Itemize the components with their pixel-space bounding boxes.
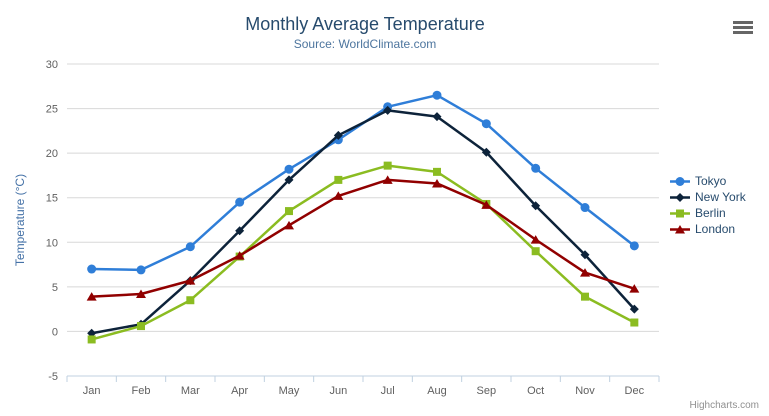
circle-marker-icon [136, 265, 146, 275]
series-line [90, 93, 636, 272]
triangle-marker-icon [234, 251, 245, 260]
x-axis-tick-label: Mar [181, 385, 200, 397]
legend-label: London [695, 222, 736, 236]
x-axis-tick-label: Oct [527, 385, 544, 397]
legend-label: Berlin [695, 206, 726, 220]
square-marker-icon [676, 209, 684, 218]
series-new-york[interactable] [87, 105, 639, 338]
legend-label: Tokyo [695, 174, 727, 188]
legend-item-new-york[interactable]: New York [669, 191, 746, 204]
credits-link[interactable]: Highcharts.com [689, 400, 759, 411]
triangle-marker-icon [432, 178, 442, 188]
legend: Tokyo New York Berlin London [669, 175, 746, 236]
legend-label: New York [695, 190, 746, 204]
square-marker-icon [581, 292, 589, 301]
y-axis-title: Temperature (°C) [13, 174, 27, 266]
series-london[interactable] [86, 175, 640, 301]
circle-marker-icon [481, 119, 491, 129]
hamburger-icon [733, 26, 753, 29]
diamond-marker-icon [284, 175, 294, 185]
triangle-marker-icon [675, 225, 685, 234]
series-line [90, 164, 636, 341]
x-axis-tick-label: Feb [132, 385, 151, 397]
series-line [90, 178, 636, 298]
y-axis-tick-label: -5 [48, 371, 58, 383]
y-axis-tick-label: 25 [46, 104, 58, 116]
x-axis-tick-label: Jun [329, 385, 347, 397]
y-axis-tick-label: 5 [52, 282, 58, 294]
circle-marker-icon [284, 164, 294, 174]
square-marker-icon [334, 175, 343, 184]
square-marker-icon [285, 207, 293, 216]
square-marker-icon [531, 247, 540, 256]
x-axis-tick-label: Jul [381, 385, 395, 397]
circle-marker-icon [235, 197, 245, 207]
circle-marker-icon [580, 203, 590, 213]
triangle-marker-icon [86, 292, 97, 301]
y-axis-tick-label: 30 [46, 59, 58, 71]
diamond-marker-icon [481, 147, 491, 157]
y-axis-tick-label: 15 [46, 193, 58, 205]
circle-marker-icon [432, 90, 442, 100]
x-axis-tick-label: May [279, 385, 300, 397]
diamond-marker-icon [432, 112, 442, 122]
chart-title: Monthly Average Temperature [245, 14, 485, 34]
legend-item-london[interactable]: London [669, 223, 746, 236]
diamond-marker-icon [235, 226, 245, 236]
triangle-marker-icon [333, 191, 344, 200]
circle-marker-icon [531, 163, 541, 173]
y-axis-tick-label: 0 [52, 326, 58, 338]
series-tokyo[interactable] [87, 90, 639, 275]
series-line [90, 109, 636, 335]
circle-marker-icon [87, 264, 97, 274]
x-axis-tick-label: Jan [83, 385, 101, 397]
legend-diamond-marker-icon [670, 193, 690, 202]
diamond-marker-icon [383, 105, 393, 115]
legend-item-tokyo[interactable]: Tokyo [669, 175, 746, 188]
square-marker-icon [433, 167, 441, 176]
legend-circle-marker-icon [670, 177, 690, 186]
legend-square-marker-icon [670, 209, 690, 218]
triangle-marker-icon [382, 175, 393, 184]
x-axis-tick-label: Nov [575, 385, 595, 397]
triangle-marker-icon [629, 284, 640, 293]
square-marker-icon [87, 335, 96, 344]
x-axis-tick-label: Apr [231, 385, 248, 397]
square-marker-icon [630, 318, 639, 327]
triangle-marker-icon [284, 220, 294, 230]
legend-triangle-marker-icon [670, 225, 690, 234]
hamburger-icon [733, 31, 753, 34]
diamond-marker-icon [675, 193, 685, 202]
circle-marker-icon [629, 241, 639, 251]
square-marker-icon [383, 161, 392, 170]
legend-item-berlin[interactable]: Berlin [669, 207, 746, 220]
triangle-marker-icon [185, 276, 196, 285]
circle-marker-icon [675, 177, 685, 186]
chart-subtitle: Source: WorldClimate.com [293, 37, 437, 51]
triangle-marker-icon [530, 235, 541, 244]
diamond-marker-icon [333, 130, 343, 140]
diamond-marker-icon [531, 201, 541, 211]
x-axis-tick-label: Sep [477, 385, 497, 397]
square-marker-icon [186, 296, 195, 305]
diamond-marker-icon [629, 304, 639, 314]
y-axis-tick-label: 20 [46, 148, 58, 160]
square-marker-icon [137, 322, 145, 331]
diamond-marker-icon [580, 250, 590, 260]
circle-marker-icon [185, 242, 195, 252]
x-axis-tick-label: Dec [625, 385, 645, 397]
triangle-marker-icon [580, 268, 590, 277]
hamburger-icon [733, 21, 753, 24]
triangle-marker-icon [481, 200, 492, 209]
y-axis-tick-label: 10 [46, 237, 58, 249]
export-menu-button[interactable] [733, 21, 753, 34]
triangle-marker-icon [136, 289, 146, 298]
x-axis-tick-label: Aug [427, 385, 447, 397]
